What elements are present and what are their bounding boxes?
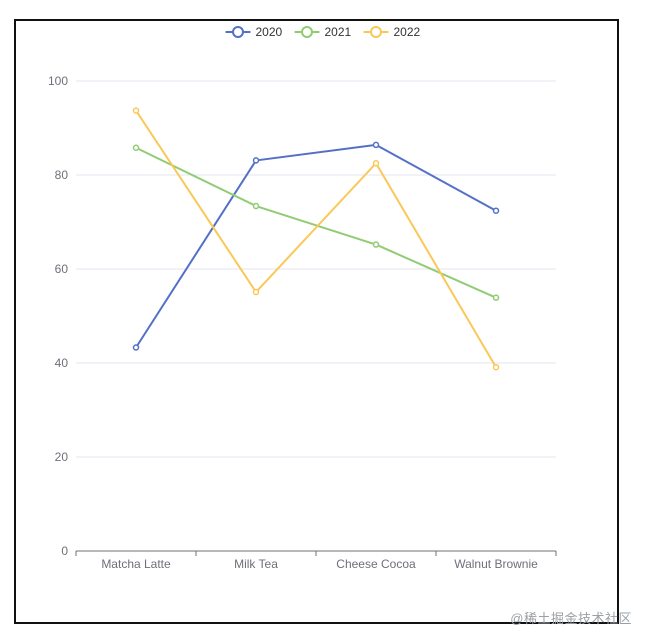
data-point-2020: [492, 207, 500, 214]
x-tick-label: Walnut Brownie: [454, 557, 538, 571]
x-tick-label: Matcha Latte: [101, 557, 171, 571]
chart-frame: [14, 19, 619, 624]
series-line-2020: [135, 143, 497, 349]
data-point-2020: [132, 344, 140, 351]
data-point-2022: [492, 363, 500, 371]
y-tick-label: 60: [55, 262, 69, 276]
y-tick-label: 0: [61, 544, 68, 558]
data-point-2022: [132, 107, 140, 114]
legend-label-2022[interactable]: 2022: [394, 25, 421, 39]
data-point-2021: [492, 294, 500, 301]
data-point-2021: [252, 202, 260, 210]
y-tick-label: 100: [48, 74, 68, 88]
data-point-2020: [252, 157, 260, 164]
y-tick-label: 40: [55, 356, 69, 370]
watermark: @稀土掘金技术社区: [510, 611, 632, 626]
series-line-2021: [135, 146, 497, 299]
x-tick-label: Cheese Cocoa: [336, 557, 416, 571]
y-tick-label: 80: [55, 168, 69, 182]
y-tick-label: 20: [55, 450, 69, 464]
data-point-2022: [372, 160, 380, 167]
data-point-2022: [252, 288, 260, 296]
legend-marker-2021[interactable]: [301, 26, 313, 38]
legend-label-2020[interactable]: 2020: [256, 25, 283, 39]
data-point-2021: [132, 144, 140, 151]
legend-marker-2022[interactable]: [370, 26, 382, 38]
data-point-2020: [372, 141, 380, 149]
data-point-2021: [372, 241, 380, 248]
legend-marker-2020[interactable]: [232, 26, 244, 38]
legend-label-2021[interactable]: 2021: [325, 25, 352, 39]
series-line-2022: [135, 110, 497, 368]
x-tick-label: Milk Tea: [234, 557, 278, 571]
